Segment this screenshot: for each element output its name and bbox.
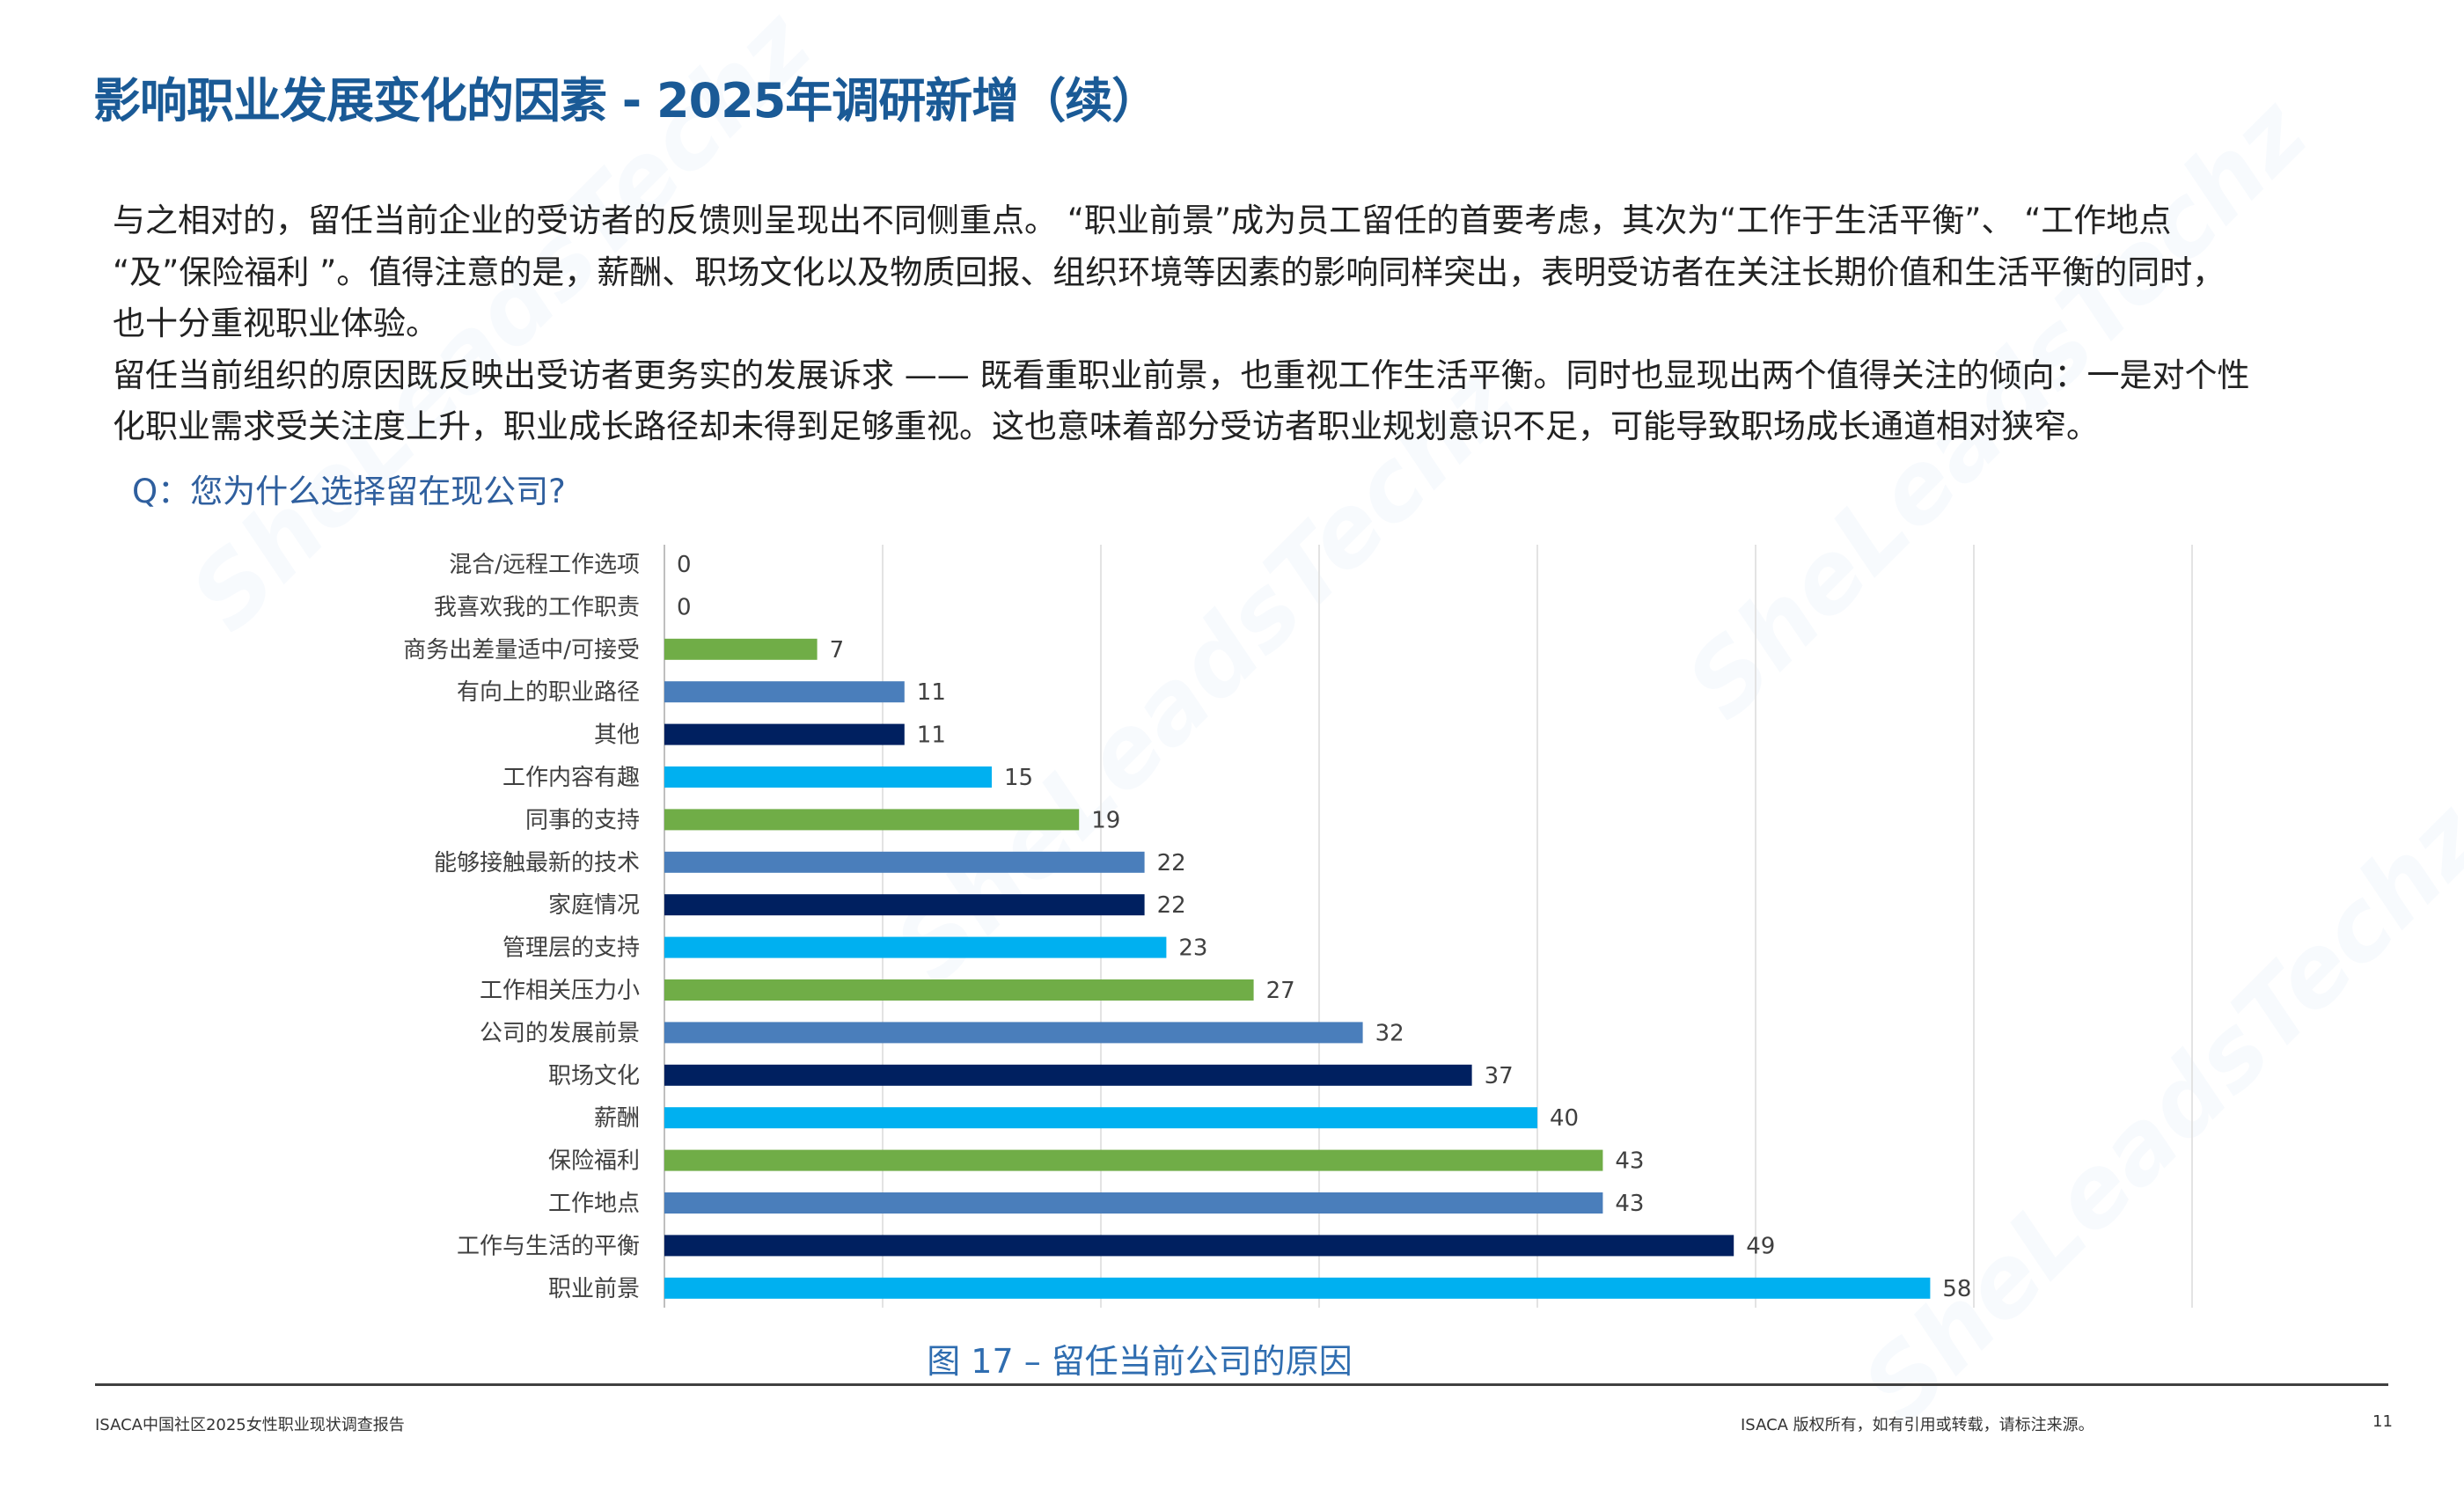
category-label: 管理层的支持 bbox=[502, 935, 640, 962]
category-label: 家庭情况 bbox=[548, 892, 640, 919]
bar bbox=[664, 1277, 1931, 1299]
footer-copyright: ISACA 版权所有，如有引用或转载，请标注来源。 bbox=[1741, 1416, 2094, 1434]
category-label: 其他 bbox=[594, 722, 640, 749]
bar bbox=[664, 894, 1145, 916]
category-label: 混合/远程工作选项 bbox=[449, 552, 640, 578]
category-label: 工作地点 bbox=[548, 1191, 640, 1217]
data-label: 43 bbox=[1615, 1191, 1644, 1217]
data-label: 23 bbox=[1178, 935, 1207, 962]
figure-caption: 图 17 – 留任当前公司的原因 bbox=[927, 1342, 1353, 1381]
category-label: 有向上的职业路径 bbox=[457, 679, 640, 706]
bar bbox=[664, 1064, 1472, 1086]
category-label: 职场文化 bbox=[548, 1063, 640, 1089]
bar bbox=[664, 1022, 1363, 1044]
body-line: 化职业需求受关注度上升，职业成长路径却未得到足够重视。这也意味着部分受访者职业规… bbox=[113, 407, 2099, 445]
bar bbox=[664, 809, 1080, 831]
bar bbox=[664, 1192, 1603, 1214]
data-label: 27 bbox=[1266, 978, 1295, 1004]
data-label: 19 bbox=[1091, 807, 1120, 833]
page-number: 11 bbox=[2372, 1412, 2393, 1431]
survey-question: Q：您为什么选择留在现公司? bbox=[132, 473, 566, 510]
bar bbox=[664, 1235, 1734, 1257]
body-line: 也十分重视职业体验。 bbox=[113, 304, 438, 342]
bar bbox=[664, 638, 818, 660]
footer-report-name: ISACA中国社区2025女性职业现状调查报告 bbox=[95, 1416, 405, 1434]
page-title: 影响职业发展变化的因素 - 2025年调研新增（续） bbox=[93, 73, 1159, 128]
data-label: 40 bbox=[1550, 1105, 1579, 1132]
data-label: 22 bbox=[1157, 850, 1186, 876]
category-label: 工作内容有趣 bbox=[502, 765, 640, 791]
bar bbox=[664, 979, 1254, 1001]
category-label: 保险福利 bbox=[548, 1148, 640, 1175]
body-line: 与之相对的，留任当前企业的受访者的反馈则呈现出不同侧重点。 “职业前景”成为员工… bbox=[113, 202, 2172, 239]
data-label: 7 bbox=[830, 637, 845, 664]
data-label: 37 bbox=[1485, 1063, 1514, 1089]
body-line: 留任当前组织的原因既反映出受访者更务实的发展诉求 —— 既看重职业前景，也重视工… bbox=[113, 356, 2250, 394]
category-label: 工作与生活的平衡 bbox=[457, 1233, 640, 1259]
bar bbox=[664, 681, 905, 703]
category-label: 能够接触最新的技术 bbox=[434, 850, 640, 876]
data-label: 0 bbox=[677, 552, 692, 578]
data-label: 22 bbox=[1157, 892, 1186, 919]
category-label: 我喜欢我的工作职责 bbox=[434, 594, 640, 620]
bar bbox=[664, 851, 1145, 873]
category-label: 工作相关压力小 bbox=[480, 978, 640, 1004]
category-label: 同事的支持 bbox=[525, 807, 640, 833]
footer-divider bbox=[95, 1383, 2388, 1386]
data-label: 11 bbox=[917, 679, 946, 706]
data-label: 11 bbox=[917, 722, 946, 749]
category-label: 商务出差量适中/可接受 bbox=[403, 637, 640, 664]
bar bbox=[664, 1149, 1603, 1171]
body-text: 与之相对的，留任当前企业的受访者的反馈则呈现出不同侧重点。 “职业前景”成为员工… bbox=[113, 195, 2250, 453]
bar bbox=[664, 1107, 1537, 1129]
data-label: 49 bbox=[1746, 1233, 1775, 1259]
bar bbox=[664, 766, 992, 788]
category-label: 公司的发展前景 bbox=[480, 1020, 640, 1046]
bar bbox=[664, 723, 905, 745]
body-line: “及”保险福利 ”。值得注意的是，薪酬、职场文化以及物质回报、组织环境等因素的影… bbox=[113, 253, 2226, 291]
data-label: 58 bbox=[1942, 1276, 1971, 1302]
bar bbox=[664, 936, 1167, 958]
category-label: 薪酬 bbox=[594, 1105, 640, 1132]
data-label: 32 bbox=[1375, 1020, 1404, 1046]
data-label: 0 bbox=[677, 594, 692, 620]
data-label: 15 bbox=[1004, 765, 1033, 791]
data-label: 43 bbox=[1615, 1148, 1644, 1175]
category-label: 职业前景 bbox=[548, 1276, 640, 1302]
